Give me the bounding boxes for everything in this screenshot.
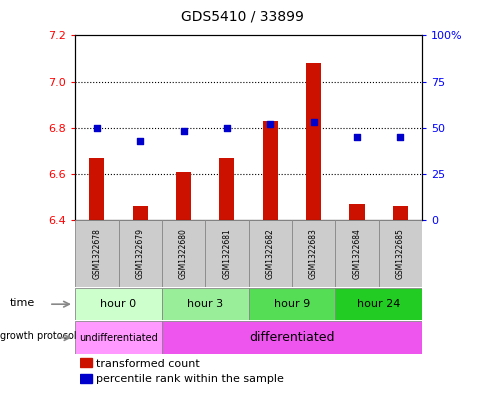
Text: GDS5410 / 33899: GDS5410 / 33899 xyxy=(181,10,303,24)
FancyBboxPatch shape xyxy=(118,220,162,287)
Bar xyxy=(348,204,364,220)
Bar xyxy=(219,158,234,220)
FancyBboxPatch shape xyxy=(205,220,248,287)
FancyBboxPatch shape xyxy=(248,220,291,287)
Bar xyxy=(392,206,407,220)
Text: differentiated: differentiated xyxy=(249,331,334,344)
Bar xyxy=(305,63,320,220)
FancyBboxPatch shape xyxy=(162,288,248,320)
FancyBboxPatch shape xyxy=(75,288,162,320)
Text: transformed count: transformed count xyxy=(96,358,199,369)
Text: growth protocol: growth protocol xyxy=(0,331,76,341)
Text: GSM1322681: GSM1322681 xyxy=(222,228,231,279)
FancyBboxPatch shape xyxy=(334,220,378,287)
Bar xyxy=(80,374,92,383)
Text: GSM1322685: GSM1322685 xyxy=(395,228,404,279)
Text: undifferentiated: undifferentiated xyxy=(79,332,158,343)
Text: GSM1322684: GSM1322684 xyxy=(352,228,361,279)
Point xyxy=(93,125,101,131)
FancyBboxPatch shape xyxy=(75,321,162,354)
Text: GSM1322683: GSM1322683 xyxy=(308,228,318,279)
Text: GSM1322682: GSM1322682 xyxy=(265,228,274,279)
FancyBboxPatch shape xyxy=(162,220,205,287)
Point xyxy=(395,134,403,140)
Point xyxy=(352,134,360,140)
Bar xyxy=(262,121,277,220)
FancyBboxPatch shape xyxy=(75,220,118,287)
Text: percentile rank within the sample: percentile rank within the sample xyxy=(96,374,283,384)
Text: GSM1322679: GSM1322679 xyxy=(136,228,144,279)
FancyBboxPatch shape xyxy=(162,321,421,354)
Point xyxy=(266,121,273,127)
FancyBboxPatch shape xyxy=(334,288,421,320)
Text: time: time xyxy=(10,298,35,308)
FancyBboxPatch shape xyxy=(291,220,334,287)
Point xyxy=(179,128,187,134)
Bar xyxy=(132,206,148,220)
FancyBboxPatch shape xyxy=(248,288,334,320)
Text: hour 9: hour 9 xyxy=(273,299,309,309)
Point xyxy=(223,125,230,131)
Text: hour 3: hour 3 xyxy=(187,299,223,309)
Point xyxy=(136,138,144,144)
Bar xyxy=(80,358,92,367)
Text: GSM1322678: GSM1322678 xyxy=(92,228,101,279)
Text: hour 24: hour 24 xyxy=(356,299,399,309)
Point xyxy=(309,119,317,125)
Text: GSM1322680: GSM1322680 xyxy=(179,228,188,279)
Bar xyxy=(89,158,104,220)
Text: hour 0: hour 0 xyxy=(100,299,136,309)
Bar xyxy=(176,172,191,220)
FancyBboxPatch shape xyxy=(378,220,421,287)
